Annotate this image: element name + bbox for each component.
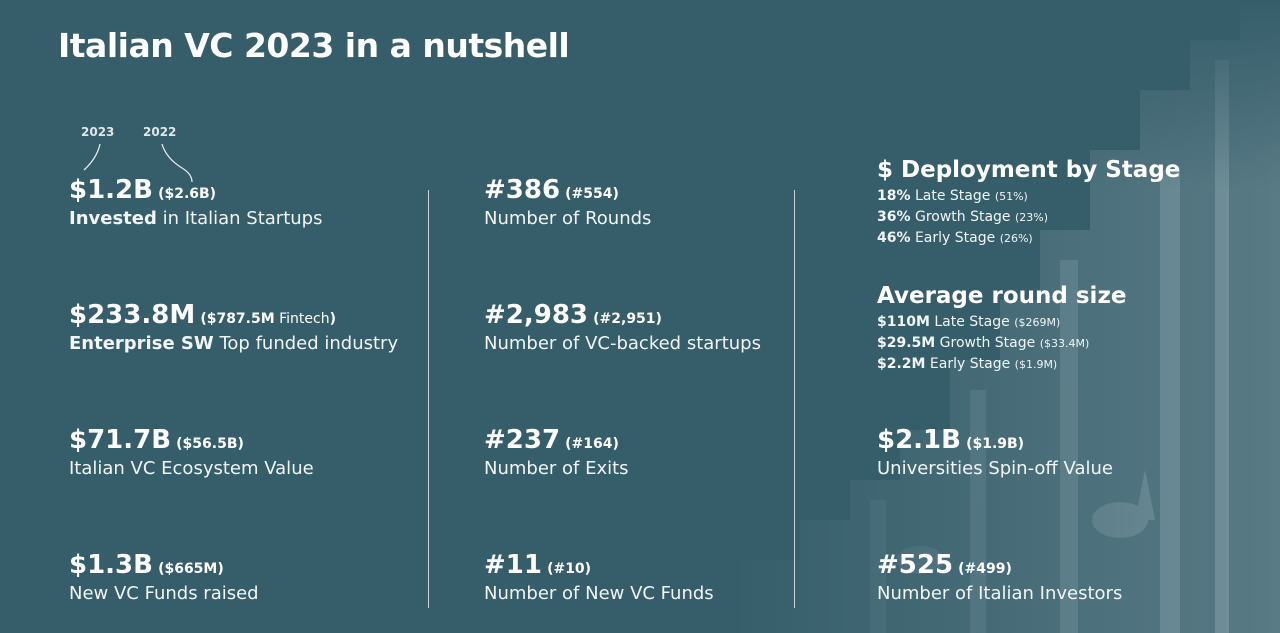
stat-value: #525 [877,550,954,580]
round-row-growth: $29.5M Growth Stage ($33.4M) [877,333,1126,354]
round-row-early: $2.2M Early Stage ($1.9M) [877,354,1126,375]
stat-previous: (#499) [958,561,1012,577]
stat-value: $233.8M [69,300,196,330]
stat-previous: ($787.5M [200,311,275,327]
stage-row-early: 46% Early Stage (26%) [877,228,1180,249]
year-label-2023: 2023 [81,125,115,139]
stage-label: Early Stage [910,230,1000,246]
stat-previous: ($1.9B) [966,436,1025,452]
round-size-value: $29.5M [877,335,936,351]
stat-desc: Universities Spin-off Value [877,458,1113,479]
stage-row-growth: 36% Growth Stage (23%) [877,207,1180,228]
stat-ecosystem-value: $71.7B ($56.5B) Italian VC Ecosystem Val… [69,424,314,482]
stat-top-industry: $233.8M ($787.5M Fintech) Enterprise SW … [69,299,398,357]
stat-desc: Italian VC Ecosystem Value [69,458,314,479]
stage-label: Growth Stage [910,209,1015,225]
stat-exits: #237 (#164) Number of Exits [484,424,629,482]
stat-value: #386 [484,175,561,205]
stat-value: #237 [484,425,561,455]
stat-invested: $1.2B ($2.6B) Invested in Italian Startu… [69,174,322,232]
stage-previous: (23%) [1015,211,1049,224]
stage-previous: (26%) [999,232,1033,245]
stat-new-vc-funds: #11 (#10) Number of New VC Funds [484,549,714,607]
stat-value: #2,983 [484,300,589,330]
round-size-value: $110M [877,314,930,330]
stage-label: Late Stage [910,188,995,204]
round-row-late: $110M Late Stage ($269M) [877,312,1126,333]
stat-desc: Number of Exits [484,458,629,479]
stat-previous: ($665M) [158,561,224,577]
column-divider-right [794,190,795,608]
column-divider-left [428,190,429,608]
stat-desc-bold: Invested [69,208,157,229]
stat-previous: (#554) [565,186,619,202]
stage-share: 36% [877,209,911,225]
stat-university-spinoffs: $2.1B ($1.9B) Universities Spin-off Valu… [877,424,1113,482]
round-size-value: $2.2M [877,356,926,372]
round-size-previous: ($33.4M) [1039,337,1090,350]
year-callout-lines [83,143,193,183]
page-title: Italian VC 2023 in a nutshell [58,26,570,65]
stat-desc: Number of Italian Investors [877,583,1123,604]
average-round-size: Average round size $110M Late Stage ($26… [877,281,1126,375]
stat-previous: (#164) [565,436,619,452]
stat-new-funds-raised: $1.3B ($665M) New VC Funds raised [69,549,259,607]
year-label-2022: 2022 [143,125,177,139]
stat-desc: Number of New VC Funds [484,583,714,604]
stat-desc: Number of Rounds [484,208,652,229]
stage-share: 46% [877,230,911,246]
stat-desc: New VC Funds raised [69,583,259,604]
stat-desc: Top funded industry [213,333,399,354]
stat-rounds: #386 (#554) Number of Rounds [484,174,651,232]
stat-previous-close: ) [329,311,336,327]
stage-row-late: 18% Late Stage (51%) [877,186,1180,207]
stat-value: $1.3B [69,550,153,580]
deployment-by-stage: $ Deployment by Stage 18% Late Stage (51… [877,155,1180,249]
stat-previous: ($56.5B) [176,436,244,452]
stat-desc: in Italian Startups [156,208,323,229]
stat-previous: (#2,951) [593,311,662,327]
stage-share: 18% [877,188,911,204]
stat-value: $2.1B [877,425,961,455]
section-title: Average round size [877,283,1127,309]
round-size-previous: ($269M) [1014,316,1061,329]
stage-label: Growth Stage [935,335,1040,351]
round-size-previous: ($1.9M) [1014,358,1058,371]
stat-value: #11 [484,550,542,580]
stat-previous: ($2.6B) [158,186,217,202]
stat-value: $71.7B [69,425,172,455]
stat-previous-industry: Fintech [274,311,330,327]
stage-previous: (51%) [994,190,1028,203]
stat-previous: (#10) [547,561,592,577]
section-title: $ Deployment by Stage [877,157,1181,183]
stat-desc: Number of VC-backed startups [484,333,761,354]
stat-vc-backed-startups: #2,983 (#2,951) Number of VC-backed star… [484,299,761,357]
stage-label: Early Stage [925,356,1015,372]
stat-italian-investors: #525 (#499) Number of Italian Investors [877,549,1122,607]
stage-label: Late Stage [929,314,1015,330]
stat-value: $1.2B [69,175,153,205]
stat-desc-bold: Enterprise SW [69,333,214,354]
